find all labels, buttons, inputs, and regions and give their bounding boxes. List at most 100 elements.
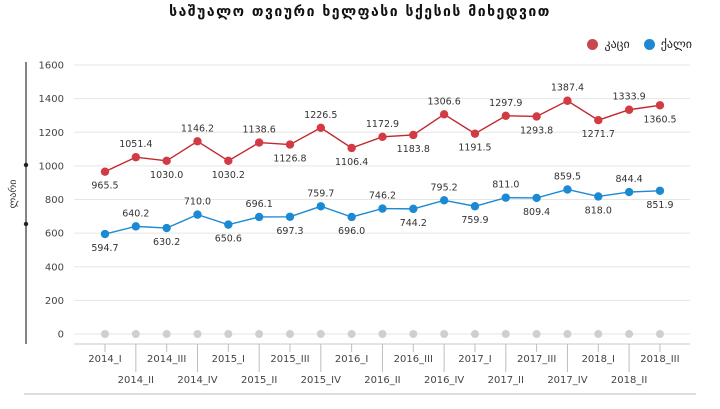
data-point-women-2017_IV[interactable]: [563, 185, 572, 194]
x-tick-label-2016_I: 2016_I: [335, 354, 368, 365]
zero-marker-2016_IV: [440, 330, 449, 338]
zero-marker-2015_III: [285, 330, 294, 338]
data-point-women-2016_I[interactable]: [347, 212, 356, 222]
x-tick-label-2017_I: 2017_I: [458, 354, 491, 365]
chart-title: საშუალო თვიური ხელფასი სქესის მიხედვით: [169, 4, 551, 20]
y-tick-label-200: 200: [45, 296, 64, 307]
y-tick-label-400: 400: [45, 262, 64, 273]
data-label-women-2015_III: 697.3: [276, 226, 303, 237]
zero-marker-2018_II: [625, 330, 634, 338]
data-point-men-2018_III[interactable]: [655, 101, 665, 110]
data-point-women-2014_III[interactable]: [162, 223, 171, 233]
data-point-women-2015_IV[interactable]: [316, 202, 326, 211]
zero-marker-2016_III: [409, 330, 418, 338]
zero-marker-2017_IV: [563, 330, 572, 338]
x-tick-label-2018_I: 2018_I: [582, 354, 615, 365]
data-label-women-2014_IV: 710.0: [184, 197, 211, 208]
data-point-men-2018_II[interactable]: [624, 105, 634, 114]
data-label-men-2018_I: 1271.7: [582, 129, 615, 140]
data-point-women-2014_I[interactable]: [100, 229, 110, 239]
x-tick-label-2014_I: 2014_I: [88, 354, 121, 365]
zero-marker-2017_III: [532, 330, 541, 338]
data-point-women-2014_IV[interactable]: [193, 210, 202, 219]
x-tick-label-2017_III: 2017_III: [517, 354, 556, 365]
data-label-men-2018_II: 1333.9: [612, 92, 645, 103]
x-tick-label-2017_IV: 2017_IV: [547, 375, 587, 386]
data-label-men-2014_IV: 1146.2: [181, 123, 214, 134]
data-label-women-2017_IV: 859.5: [554, 171, 581, 182]
data-label-men-2017_IV: 1387.4: [551, 83, 584, 94]
data-point-men-2014_IV[interactable]: [193, 137, 202, 146]
data-label-women-2014_I: 594.7: [91, 243, 118, 254]
data-point-men-2014_I[interactable]: [100, 167, 110, 176]
data-point-men-2016_III[interactable]: [409, 130, 418, 140]
x-tick-label-2014_IV: 2014_IV: [177, 375, 217, 386]
data-point-men-2015_II[interactable]: [254, 138, 264, 147]
data-point-men-2015_III[interactable]: [285, 140, 295, 149]
data-point-women-2015_III[interactable]: [285, 212, 295, 221]
data-point-men-2014_III[interactable]: [162, 156, 171, 166]
series-layer: 965.5 1051.4 1030.0 1146.2 1030.2 1138.6 1126.…: [91, 83, 677, 338]
y-axis-handle-top: [23, 162, 29, 168]
legend-label-men: კაცი: [604, 37, 630, 51]
legend-label-women: ქალი: [660, 37, 692, 51]
data-point-women-2018_I[interactable]: [594, 192, 603, 201]
data-label-women-2018_III: 851.9: [646, 200, 673, 211]
y-tick-label-600: 600: [45, 229, 64, 240]
data-point-men-2017_IV[interactable]: [563, 96, 572, 105]
y-axis-handle-bottom: [23, 221, 29, 227]
data-point-men-2018_I[interactable]: [594, 115, 603, 125]
data-point-women-2018_III[interactable]: [655, 186, 665, 195]
data-point-women-2015_I[interactable]: [224, 220, 233, 229]
data-label-women-2017_II: 811.0: [492, 180, 519, 191]
data-label-women-2016_IV: 795.2: [431, 182, 458, 193]
data-point-men-2016_II[interactable]: [378, 132, 387, 142]
x-tick-label-2016_III: 2016_III: [394, 354, 433, 365]
zero-marker-2015_IV: [316, 330, 325, 338]
legend-item-men[interactable]: კაცი: [587, 37, 630, 51]
data-point-men-2015_I[interactable]: [224, 156, 233, 165]
x-tick-label-2015_I: 2015_I: [212, 354, 245, 365]
zero-marker-2015_II: [255, 330, 264, 338]
data-point-women-2015_II[interactable]: [254, 212, 264, 222]
data-label-women-2016_III: 744.2: [400, 218, 427, 229]
x-tick-label-2015_IV: 2015_IV: [301, 375, 341, 386]
data-label-women-2015_IV: 759.7: [307, 188, 334, 199]
data-point-women-2016_IV[interactable]: [439, 196, 449, 205]
data-label-women-2016_I: 696.0: [338, 226, 365, 237]
data-label-women-2018_I: 818.0: [585, 205, 612, 216]
x-tick-label-2014_II: 2014_II: [118, 375, 154, 386]
data-point-men-2015_IV[interactable]: [316, 123, 326, 132]
data-point-women-2018_II[interactable]: [624, 187, 634, 197]
data-point-men-2017_II[interactable]: [501, 111, 510, 120]
data-label-women-2018_II: 844.4: [616, 174, 643, 185]
zero-marker-2018_III: [655, 330, 664, 338]
y-tick-label-1400: 1400: [39, 94, 64, 105]
y-tick-label-1000: 1000: [39, 161, 64, 172]
data-point-men-2016_I[interactable]: [347, 143, 356, 153]
data-label-men-2018_III: 1360.5: [643, 114, 676, 125]
zero-marker-2017_II: [501, 330, 510, 338]
x-tick-label-2016_IV: 2016_IV: [424, 375, 464, 386]
zero-marker-2014_II: [131, 330, 140, 338]
data-point-women-2017_I[interactable]: [470, 202, 480, 211]
data-point-women-2016_II[interactable]: [378, 204, 387, 213]
data-label-men-2017_II: 1297.9: [489, 98, 522, 109]
data-point-men-2016_IV[interactable]: [439, 110, 449, 119]
axes: 0 200 400 600 800 1000 1200 1400 1600 ლარი 2014_I 2…: [7, 61, 696, 395]
x-tick-label-2017_II: 2017_II: [488, 375, 524, 386]
legend-marker-men: [587, 38, 599, 50]
data-point-women-2017_III[interactable]: [532, 193, 541, 203]
data-point-men-2017_I[interactable]: [470, 129, 480, 138]
legend-item-women[interactable]: ქალი: [643, 37, 692, 51]
data-point-women-2016_III[interactable]: [409, 204, 418, 214]
data-label-men-2017_I: 1191.5: [458, 143, 491, 154]
x-tick-label-2018_II: 2018_II: [611, 375, 647, 386]
data-point-men-2014_II[interactable]: [131, 153, 141, 162]
data-point-men-2017_III[interactable]: [532, 112, 541, 121]
data-label-women-2014_II: 640.2: [122, 208, 149, 219]
zero-marker-2017_I: [470, 330, 479, 338]
data-point-women-2014_II[interactable]: [131, 222, 141, 231]
data-point-women-2017_II[interactable]: [501, 193, 510, 202]
